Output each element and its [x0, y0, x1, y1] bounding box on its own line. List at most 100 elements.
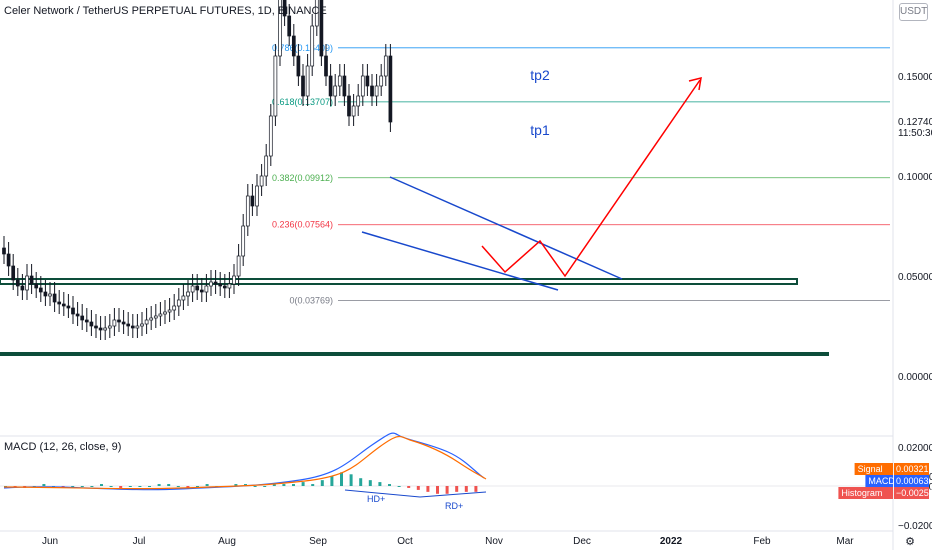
- macd-histogram-bar: [330, 476, 334, 486]
- candle-body: [232, 275, 236, 285]
- price-axis[interactable]: 0.350000.300000.250000.200000.150000.100…: [838, 0, 932, 532]
- macd-histogram-bar: [436, 486, 439, 494]
- time-tick-label: 2022: [660, 536, 683, 547]
- candle-body: [57, 301, 62, 305]
- candle-body: [370, 85, 374, 97]
- tp2-label: tp2: [530, 67, 550, 83]
- candle-body: [140, 323, 144, 327]
- price-tick-label: 0.15000: [898, 72, 932, 83]
- macd-histogram-bar: [464, 486, 468, 492]
- candle-body: [291, 35, 296, 57]
- candle-body: [342, 75, 347, 97]
- candle-body: [264, 155, 269, 177]
- candle-body: [310, 25, 315, 67]
- wedge-lower-trendline[interactable]: [361, 231, 559, 291]
- projection-path[interactable]: [481, 79, 701, 278]
- candle-body: [195, 285, 200, 291]
- candle-body: [121, 321, 126, 325]
- candlestick-series: [2, 0, 393, 340]
- macd-histogram-bar: [176, 486, 180, 487]
- macd-histogram-bar: [205, 484, 209, 486]
- time-tick-label: Dec: [573, 536, 591, 547]
- support-zone-upper[interactable]: [0, 278, 798, 285]
- candle-body: [305, 65, 310, 97]
- badge-value: −0.00258: [896, 488, 932, 498]
- settings-gear-icon[interactable]: ⚙: [905, 535, 915, 548]
- time-axis[interactable]: Jun Jul Aug Sep Oct Nov Dec 2022 Feb Mar ⚙: [42, 535, 915, 548]
- macd-histogram-bar: [263, 486, 267, 487]
- signal-value-badge[interactable]: Signal 0.00321: [854, 463, 929, 475]
- price-tick-label: 0.00000: [898, 372, 932, 383]
- candle-body: [356, 95, 361, 107]
- candle-body: [199, 289, 204, 293]
- support-zones[interactable]: [0, 278, 829, 356]
- candle-body: [130, 325, 135, 329]
- candle-body: [98, 327, 103, 331]
- macd-line: [3, 432, 485, 491]
- macd-histogram-bar: [397, 486, 401, 487]
- candle-body: [351, 105, 356, 117]
- candle-body: [20, 285, 25, 291]
- candle-body: [34, 283, 39, 289]
- candle-body: [11, 265, 16, 281]
- candle-body: [337, 75, 342, 87]
- candle-body: [213, 281, 218, 285]
- time-tick-label: Oct: [397, 536, 413, 547]
- hidden-divergence-line[interactable]: [344, 489, 421, 498]
- candle-body: [374, 85, 379, 97]
- candle-body: [48, 293, 52, 297]
- macd-histogram-bar: [42, 484, 46, 486]
- time-tick-label: Jul: [133, 536, 146, 547]
- candle-body: [89, 321, 94, 327]
- macd-value-badge[interactable]: MACD 0.00063: [865, 475, 929, 487]
- badge-value: 0.00063: [896, 476, 929, 486]
- price-tick-label: 0.05000: [898, 272, 932, 283]
- macd-histogram-bar: [378, 482, 382, 486]
- macd-histogram-bar: [301, 482, 305, 486]
- support-zone-lower[interactable]: [0, 352, 829, 356]
- candle-body: [245, 195, 250, 227]
- candle-body: [347, 95, 351, 117]
- time-tick-label: Nov: [485, 536, 503, 547]
- candle-body: [190, 285, 195, 293]
- drawings[interactable]: tp2 tp1: [283, 0, 893, 291]
- candle-body: [301, 75, 305, 97]
- candle-body: [61, 303, 66, 307]
- countdown-label: 11:50:30: [898, 128, 932, 139]
- wedge-upper-trendline[interactable]: [389, 176, 623, 280]
- candle-body: [287, 15, 292, 37]
- time-tick-label: Jun: [42, 536, 58, 547]
- fib-level-label: 0(0.03769): [289, 296, 333, 306]
- currency-button[interactable]: USDT: [899, 3, 928, 21]
- macd-histogram-bar: [407, 486, 411, 488]
- badge-name-bg: [838, 487, 893, 499]
- macd-histogram-bar: [148, 486, 151, 487]
- time-tick-label: Feb: [753, 536, 771, 547]
- fibonacci-extension[interactable]: 1.618(0.29788)1.272(0.24224)1(0.19850)0.…: [272, 0, 890, 306]
- macd-histogram-bar: [272, 484, 276, 486]
- candle-body: [259, 175, 264, 187]
- badge-name-bg: [865, 475, 893, 487]
- candle-body: [218, 283, 223, 287]
- candle-body: [153, 315, 158, 319]
- macd-histogram-bar: [109, 486, 113, 487]
- histogram-value-badge[interactable]: Histogram −0.00258: [838, 487, 932, 499]
- candle-body: [135, 325, 140, 329]
- macd-histogram-bar: [234, 484, 238, 486]
- candle-body: [388, 55, 393, 123]
- macd-histogram-bar: [474, 486, 478, 492]
- macd-histogram-bar: [455, 486, 459, 492]
- badge-name: Signal: [858, 464, 883, 474]
- macd-histogram-bar: [320, 480, 324, 486]
- candle-body: [144, 319, 149, 325]
- candle-body: [172, 305, 177, 311]
- regular-divergence-line[interactable]: [419, 491, 487, 498]
- macd-indicator-title[interactable]: MACD (12, 26, close, 9): [4, 441, 122, 453]
- projection-arrowhead: [688, 76, 702, 91]
- candle-body: [333, 85, 338, 97]
- badge-value-bg: [894, 463, 929, 475]
- macd-histogram-bar: [388, 484, 391, 486]
- macd-histogram-bar: [416, 486, 420, 490]
- macd-histogram-bar: [253, 486, 257, 487]
